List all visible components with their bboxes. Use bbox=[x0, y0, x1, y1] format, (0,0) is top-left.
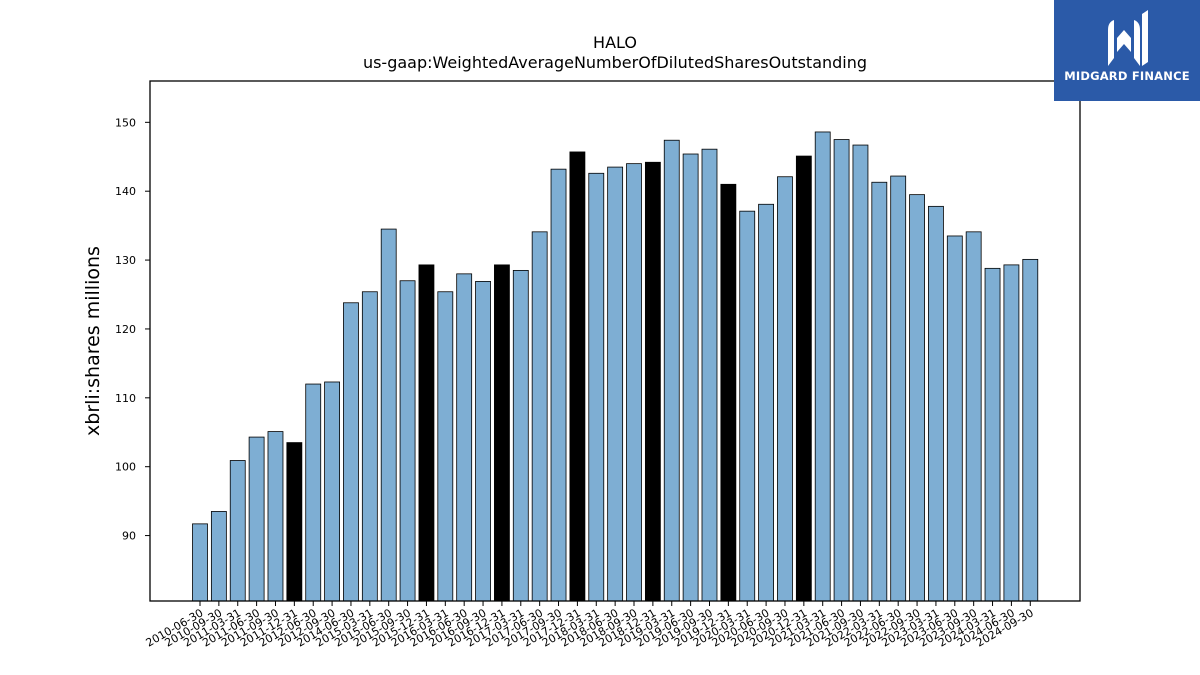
bar-2021-09-30 bbox=[852, 144, 869, 602]
x-axis-ticks: 2010-06-302010-09-302011-03-312011-06-30… bbox=[144, 601, 1036, 650]
bar-2024-03-31 bbox=[984, 267, 1001, 602]
bar-2024-09-30 bbox=[1022, 258, 1039, 602]
y-tick-label: 110 bbox=[115, 392, 136, 405]
bar-2016-09-30 bbox=[475, 281, 491, 602]
y-tick-label: 140 bbox=[115, 185, 136, 198]
bar-2017-12-31 bbox=[569, 151, 586, 602]
bar-2018-03-31 bbox=[588, 172, 605, 602]
bar-2020-09-30 bbox=[777, 176, 793, 602]
y-tick-label: 120 bbox=[115, 323, 136, 336]
chart-subtitle: us-gaap:WeightedAverageNumberOfDilutedSh… bbox=[363, 53, 867, 72]
bar-2011-09-30 bbox=[267, 431, 284, 602]
bar-2022-06-30 bbox=[890, 175, 907, 602]
bar-2018-09-30 bbox=[626, 163, 642, 602]
bars-group bbox=[192, 131, 1039, 602]
bar-2017-03-31 bbox=[512, 269, 529, 602]
bar-2014-06-30 bbox=[343, 302, 359, 602]
bar-2020-12-31 bbox=[795, 155, 812, 602]
bar-2015-09-30 bbox=[399, 280, 416, 602]
bar-2011-12-31 bbox=[286, 442, 303, 602]
bar-2021-03-31 bbox=[814, 131, 831, 602]
bar-2012-09-30 bbox=[324, 381, 340, 602]
bar-2022-09-30 bbox=[909, 194, 925, 602]
bar-2012-06-30 bbox=[305, 383, 322, 602]
y-axis-label: xbrli:shares millions bbox=[82, 246, 104, 436]
bar-2016-03-31 bbox=[437, 291, 454, 602]
bar-2015-12-31 bbox=[418, 264, 435, 602]
bar-2019-03-31 bbox=[663, 139, 680, 602]
y-tick-label: 150 bbox=[115, 116, 136, 129]
bar-2022-03-31 bbox=[871, 181, 888, 602]
bar-2023-03-31 bbox=[928, 205, 944, 602]
bar-2011-06-30 bbox=[248, 436, 265, 602]
bar-2017-09-30 bbox=[550, 168, 567, 602]
y-tick-label: 90 bbox=[122, 530, 136, 543]
bar-2019-12-31 bbox=[720, 183, 737, 602]
y-tick-label: 130 bbox=[115, 254, 136, 267]
bar-2021-06-30 bbox=[833, 139, 850, 602]
bar-2024-06-30 bbox=[1003, 264, 1020, 602]
y-tick-label: 100 bbox=[115, 461, 136, 474]
bar-2018-06-30 bbox=[607, 166, 624, 602]
bar-2019-06-30 bbox=[682, 153, 699, 602]
bar-2023-06-30 bbox=[946, 235, 963, 602]
bar-2019-09-30 bbox=[701, 148, 718, 602]
bar-2015-06-30 bbox=[380, 228, 397, 602]
bar-2016-12-31 bbox=[494, 264, 510, 602]
bar-2023-09-30 bbox=[965, 231, 982, 602]
bar-2018-12-31 bbox=[644, 161, 661, 602]
bar-2011-03-31 bbox=[229, 460, 246, 602]
bar-2017-06-30 bbox=[531, 231, 548, 602]
plot-frame bbox=[149, 80, 1081, 602]
midgard-m-logo-icon bbox=[1108, 10, 1148, 66]
chart-title: HALO bbox=[593, 33, 637, 52]
bar-2016-06-30 bbox=[456, 273, 473, 602]
bar-2010-09-30 bbox=[210, 511, 227, 602]
bar-2020-06-30 bbox=[758, 203, 774, 602]
brand-logo: MIDGARD FINANCE bbox=[1054, 0, 1200, 101]
bar-2020-03-31 bbox=[739, 210, 756, 602]
bar-2015-03-31 bbox=[361, 291, 378, 602]
brand-name: MIDGARD FINANCE bbox=[1064, 69, 1190, 83]
bar-2010-06-30 bbox=[192, 523, 208, 602]
y-axis-ticks: 90 100 110 120 130 140 150 bbox=[115, 116, 150, 543]
